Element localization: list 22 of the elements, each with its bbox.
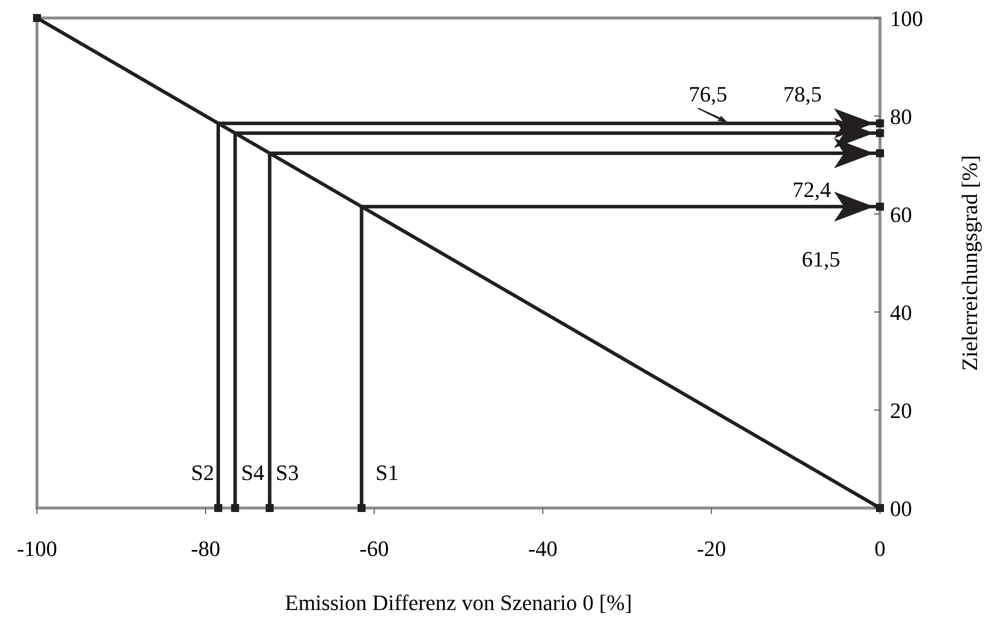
x-tick-label: -20 [696,536,726,561]
y-tick-label: 00 [890,496,912,521]
y-axis-title: Zielerreichungsgrad [%] [957,155,982,371]
series-label: S3 [276,460,299,485]
y-tick-label: 60 [890,202,912,227]
x-tick-label: -60 [360,536,389,561]
series-label: S1 [376,460,399,485]
x-tick-label: -100 [16,536,58,561]
y-tick-label: 40 [890,300,912,325]
annotation: 72,4 [792,176,831,202]
y-tick-label: 20 [890,398,912,423]
x-tick-label: 0 [874,536,886,561]
x-tick-label: -40 [528,536,558,561]
annotation: 78,5 [783,81,822,106]
x-axis-title: Emission Differenz von Szenario 0 [%] [284,590,632,615]
series-label: S2 [190,460,214,485]
annotation: 61,5 [802,246,840,272]
x-tick-label: -80 [190,536,220,561]
series-label: S4 [241,460,264,485]
y-tick-label: 80 [890,104,912,129]
y-tick-label: 100 [890,6,923,31]
annotation: 76,5 [688,81,728,106]
